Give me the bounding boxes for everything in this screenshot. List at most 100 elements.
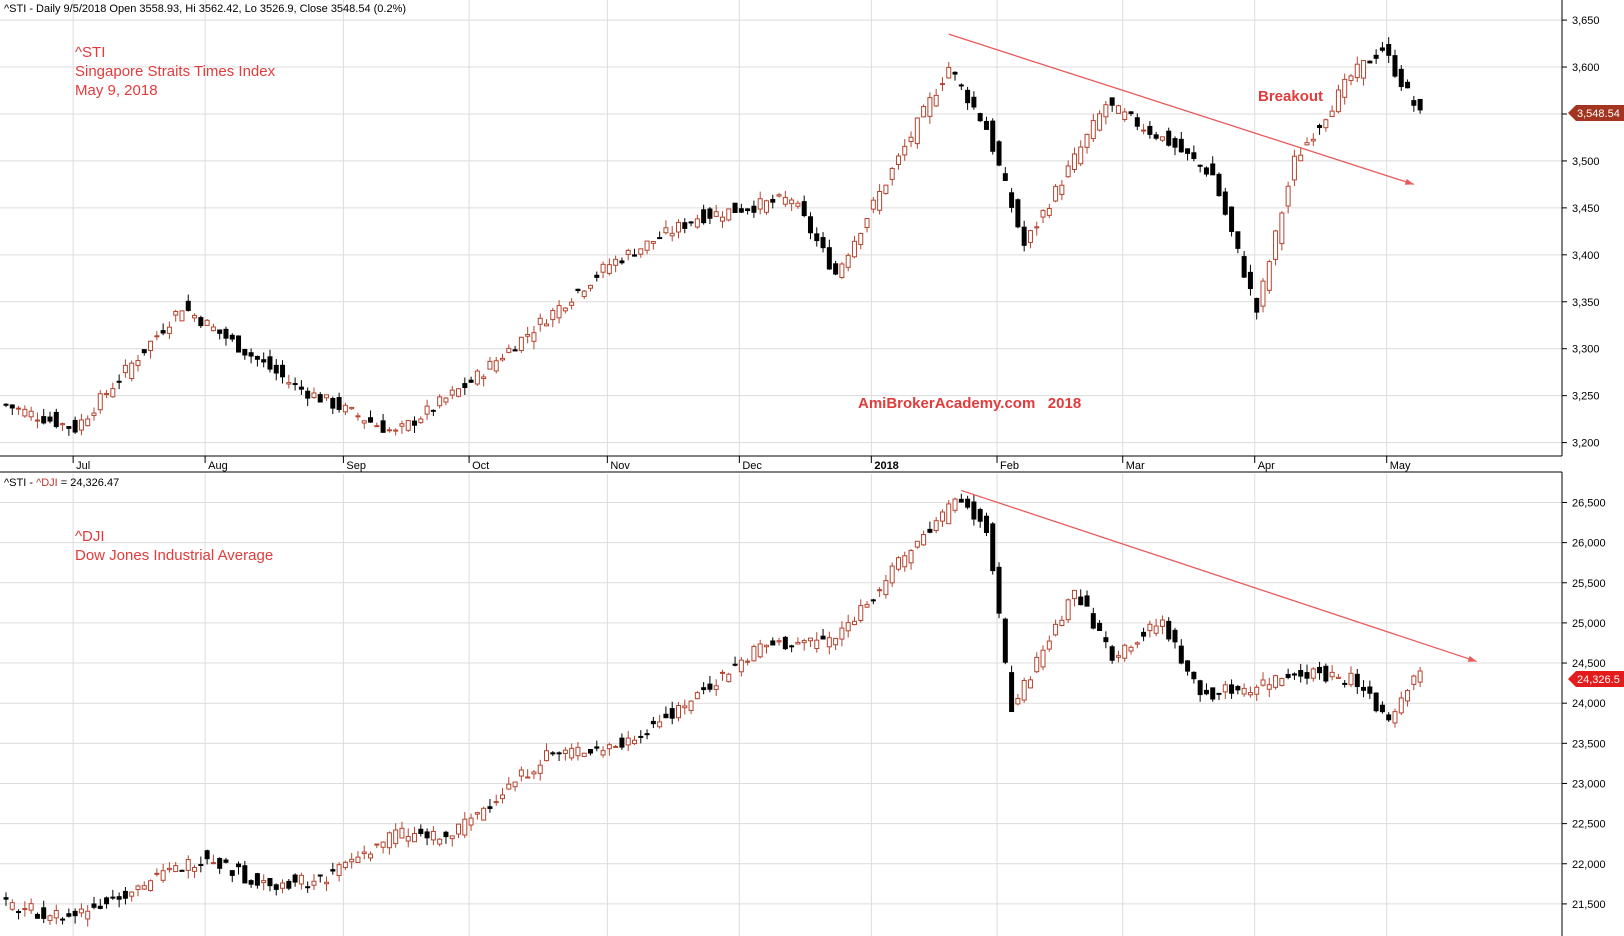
sti-candle-body bbox=[53, 411, 59, 428]
sti-candle-body bbox=[1153, 134, 1159, 139]
dji-candle-body bbox=[613, 745, 619, 748]
dji-candle-body bbox=[424, 831, 430, 839]
dji-candle-body bbox=[1342, 682, 1348, 685]
sti-candle-body bbox=[1034, 226, 1040, 229]
dji-candle-body bbox=[223, 859, 229, 863]
dji-candle-body bbox=[1059, 619, 1065, 627]
dji-candle-body bbox=[368, 853, 374, 859]
dji-candles bbox=[3, 493, 1423, 927]
dji-candle-body bbox=[261, 880, 267, 884]
dji-candle-body bbox=[807, 637, 813, 642]
dji-candle-body bbox=[531, 771, 537, 775]
dji-candle-body bbox=[1386, 714, 1392, 721]
dji-candle-body bbox=[324, 881, 330, 885]
sti-candle-body bbox=[971, 96, 977, 108]
sti-candle-body bbox=[650, 240, 656, 244]
sti-candle-body bbox=[261, 359, 267, 363]
sti-candle-body bbox=[883, 184, 889, 195]
dji-candle-body bbox=[311, 880, 317, 886]
trendlines bbox=[948, 33, 1477, 663]
dji-candle-body bbox=[562, 749, 568, 754]
sti-candle-body bbox=[826, 247, 832, 270]
sti-candle-body bbox=[16, 407, 22, 410]
sti-candle-body bbox=[1291, 155, 1297, 181]
sti-y-axis-ticks: 3,2003,2503,3003,3503,4003,4503,5003,550… bbox=[1562, 15, 1600, 450]
sti-candle-body bbox=[468, 379, 474, 383]
sti-candle-body bbox=[770, 198, 776, 203]
dji-candle-body bbox=[644, 733, 650, 736]
sti-candle-body bbox=[763, 200, 769, 213]
dji-candle-body bbox=[449, 835, 455, 840]
sti-candle-body bbox=[839, 263, 845, 278]
sti-candle-body bbox=[996, 141, 1002, 166]
month-label: Nov bbox=[610, 460, 630, 472]
dji-candle-body bbox=[1134, 642, 1140, 645]
sti-candle-body bbox=[807, 216, 813, 234]
sti-candle-body bbox=[638, 248, 644, 255]
dji-candle-body bbox=[770, 640, 776, 646]
dji-candle-body bbox=[1078, 596, 1084, 606]
dji-candle-body bbox=[795, 641, 801, 645]
dji-candle-body bbox=[820, 635, 826, 640]
sti-candle-body bbox=[443, 397, 449, 403]
dji-candle-body bbox=[1367, 686, 1373, 694]
sti-candle-body bbox=[500, 357, 506, 361]
sti-candle-body bbox=[1134, 117, 1140, 127]
sti-candle-body bbox=[1097, 113, 1103, 131]
dji-candle-body bbox=[91, 903, 97, 908]
dji-trendline bbox=[961, 489, 1477, 663]
sti-candle-body bbox=[1059, 184, 1065, 195]
dji-candle-body bbox=[443, 831, 449, 838]
sti-candle-body bbox=[663, 227, 669, 234]
dji-candle-body bbox=[493, 801, 499, 804]
dji-candle-body bbox=[349, 858, 355, 863]
sti-candle-body bbox=[1392, 55, 1398, 77]
dji-candle-body bbox=[657, 721, 663, 728]
dji-candle-body bbox=[267, 877, 273, 887]
month-label: Feb bbox=[1000, 460, 1019, 472]
sti-candle-body bbox=[1285, 185, 1291, 207]
sti-candle-body bbox=[481, 376, 487, 380]
dji-candle-body bbox=[154, 872, 160, 875]
sti-header: ^STI - Daily 9/5/2018 Open 3558.93, Hi 3… bbox=[4, 3, 406, 15]
month-label: Sep bbox=[346, 460, 366, 472]
sti-candle-body bbox=[60, 423, 66, 426]
dji-candle-body bbox=[1147, 623, 1153, 632]
dji-candle-body bbox=[1040, 649, 1046, 668]
sti-trendline bbox=[948, 33, 1415, 186]
sti-candle-body bbox=[204, 319, 210, 326]
sti-candle-body bbox=[506, 347, 512, 353]
month-axis-labels: Jul Aug Sep Oct Nov Dec 2018 Feb Mar Apr May bbox=[72, 456, 1411, 472]
dji-candle-body bbox=[619, 737, 625, 748]
dji-candle-body bbox=[1185, 660, 1191, 672]
sti-candle-body bbox=[292, 383, 298, 386]
sti-y-tick-label: 3,600 bbox=[1572, 62, 1600, 74]
sti-candle-body bbox=[1361, 59, 1367, 79]
sti-candle-body bbox=[977, 113, 983, 122]
dji-candle-body bbox=[254, 873, 260, 886]
sti-candle-body bbox=[267, 356, 273, 370]
sti-candle-body bbox=[1078, 146, 1084, 165]
sti-candle-body bbox=[386, 429, 392, 432]
sti-name-label: Singapore Straits Times Index bbox=[75, 63, 276, 80]
sti-candle-body bbox=[305, 390, 311, 399]
sti-candle-body bbox=[814, 233, 820, 242]
sti-candle-body bbox=[1203, 167, 1209, 175]
dji-candle-body bbox=[544, 750, 550, 762]
dji-candle-body bbox=[757, 643, 763, 658]
dji-candle-body bbox=[481, 807, 487, 821]
sti-candle-body bbox=[349, 406, 355, 410]
sti-candle-body bbox=[575, 288, 581, 292]
dji-candle-body bbox=[864, 603, 870, 608]
dji-candle-body bbox=[1002, 618, 1008, 663]
dji-candle-body bbox=[927, 528, 933, 533]
sti-candle-body bbox=[1172, 138, 1178, 148]
sti-candle-body bbox=[34, 419, 40, 422]
dji-candle-body bbox=[148, 880, 154, 892]
sti-candle-body bbox=[1122, 111, 1128, 121]
sti-candle-body bbox=[745, 208, 751, 212]
dji-candle-body bbox=[839, 627, 845, 640]
sti-candle-body bbox=[669, 232, 675, 237]
dji-header-suffix: = 24,326.47 bbox=[58, 477, 119, 489]
dji-candle-body bbox=[1417, 670, 1423, 683]
